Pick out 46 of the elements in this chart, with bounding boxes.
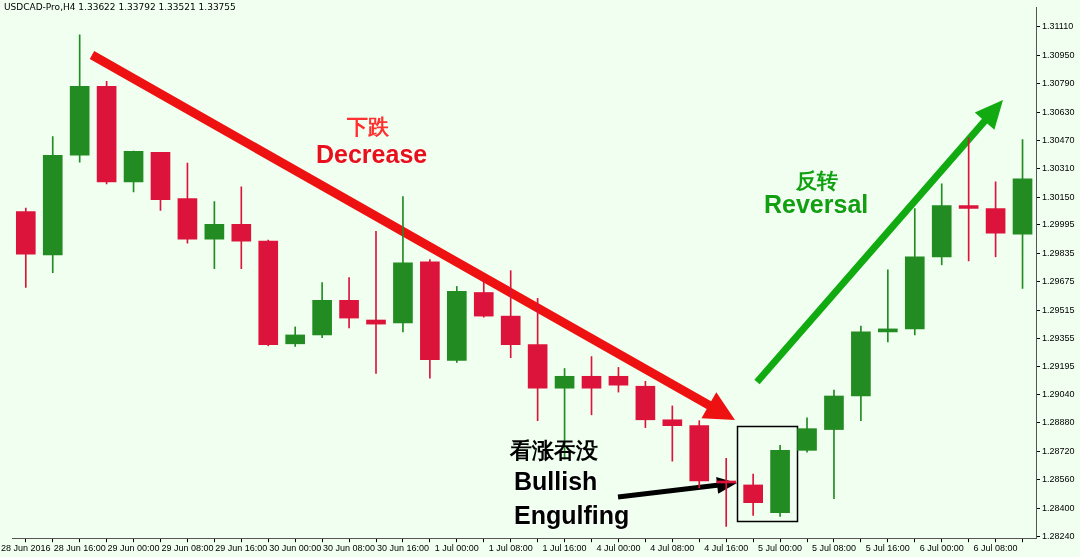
y-tick-label: 1.29995 bbox=[1042, 219, 1075, 230]
x-tick-label: 4 Jul 16:00 bbox=[704, 543, 749, 554]
annotation: 下跌 bbox=[347, 115, 389, 138]
y-tick-label: 1.28880 bbox=[1042, 417, 1075, 428]
x-tick-label: 30 Jun 08:00 bbox=[323, 543, 376, 554]
x-tick-label: 29 Jun 08:00 bbox=[161, 543, 214, 554]
x-tick-label: 6 Jul 08:00 bbox=[973, 543, 1018, 554]
x-tick-label: 30 Jun 00:00 bbox=[269, 543, 322, 554]
x-tick-label: 4 Jul 00:00 bbox=[596, 543, 641, 554]
annotation: Bullish bbox=[514, 467, 598, 495]
x-tick-label: 28 Jun 2016 bbox=[1, 543, 51, 554]
y-tick-label: 1.29515 bbox=[1042, 304, 1075, 315]
annotation: 反转 bbox=[796, 169, 838, 192]
x-tick-label: 5 Jul 00:00 bbox=[758, 543, 803, 554]
y-tick-label: 1.30630 bbox=[1042, 106, 1075, 117]
x-tick-label: 6 Jul 00:00 bbox=[919, 543, 964, 554]
candlestick bbox=[231, 186, 252, 270]
x-tick-label: 1 Jul 16:00 bbox=[542, 543, 587, 554]
y-tick-label: 1.30470 bbox=[1042, 135, 1075, 146]
y-tick-label: 1.30310 bbox=[1042, 163, 1075, 174]
y-tick-label: 1.29675 bbox=[1042, 276, 1075, 287]
y-tick-label: 1.28400 bbox=[1042, 502, 1075, 513]
annotation: Decrease bbox=[316, 140, 428, 168]
y-tick-label: 1.29040 bbox=[1042, 388, 1075, 399]
candlestick bbox=[662, 405, 683, 462]
x-tick-label: 1 Jul 08:00 bbox=[488, 543, 533, 554]
x-tick-label: 5 Jul 16:00 bbox=[865, 543, 910, 554]
y-tick-label: 1.30150 bbox=[1042, 191, 1075, 202]
x-tick-label: 5 Jul 08:00 bbox=[811, 543, 856, 554]
x-tick-label: 29 Jun 00:00 bbox=[107, 543, 160, 554]
y-tick-label: 1.29195 bbox=[1042, 361, 1075, 372]
annotation: Engulfing bbox=[514, 501, 630, 529]
y-tick-label: 1.28560 bbox=[1042, 474, 1075, 485]
y-tick-label: 1.29355 bbox=[1042, 332, 1075, 343]
x-tick-label: 1 Jul 00:00 bbox=[434, 543, 479, 554]
y-tick-label: 1.30790 bbox=[1042, 78, 1075, 89]
y-tick-label: 1.29835 bbox=[1042, 247, 1075, 258]
y-tick-label: 1.28240 bbox=[1042, 530, 1075, 541]
x-tick-label: 4 Jul 08:00 bbox=[650, 543, 695, 554]
x-tick-label: 30 Jun 16:00 bbox=[376, 543, 429, 554]
y-tick-label: 1.31110 bbox=[1042, 21, 1074, 32]
y-tick-label: 1.28720 bbox=[1042, 445, 1075, 456]
x-tick-label: 28 Jun 16:00 bbox=[53, 543, 106, 554]
annotation: USDCAD-Pro,H4 1.33622 1.33792 1.33521 1.33755 bbox=[4, 2, 236, 12]
y-tick-label: 1.30950 bbox=[1042, 49, 1075, 60]
x-tick-label: 29 Jun 16:00 bbox=[215, 543, 268, 554]
